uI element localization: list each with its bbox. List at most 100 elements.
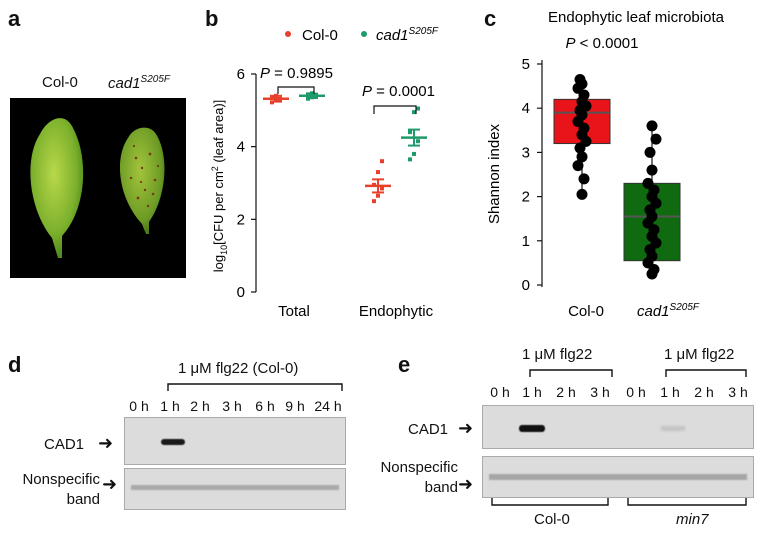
b-ylabel-sub: 10: [219, 245, 229, 255]
c-data-point: [650, 133, 662, 145]
c-data-point: [576, 151, 588, 163]
c-data-point: [646, 120, 658, 132]
b-x-labels: Total Endophytic: [278, 303, 433, 320]
c-data-point: [576, 188, 588, 200]
b-x-label: Total: [278, 303, 310, 320]
c-y-tick-label: 0: [522, 277, 530, 294]
b-bracket-endophytic: [373, 105, 417, 114]
c-y-tick-label: 4: [522, 100, 530, 117]
c-data-point: [574, 73, 586, 85]
b-data-point: [408, 157, 412, 162]
panel-d-letter: d: [8, 352, 22, 377]
c-y-tick-label: 1: [522, 233, 530, 250]
e-nonspecific-arrow: ➜: [458, 474, 474, 494]
e-nonspecific-band: [489, 474, 747, 480]
c-title: Endophytic leaf microbiota: [548, 9, 725, 26]
b-p-endophytic: P = 0.0001: [362, 83, 435, 100]
b-ylabel-post: (leaf area)]: [211, 100, 226, 166]
c-y-axis-label: Shannon index: [486, 123, 503, 224]
c-data-point: [642, 177, 654, 189]
d-lane-label: 6 h: [255, 398, 275, 414]
e-lane-label: 1 h: [660, 384, 680, 400]
d-nonspecific-blot: [124, 468, 346, 510]
b-p-endophytic-rest: = 0.0001: [372, 83, 435, 100]
c-data-point: [644, 146, 656, 158]
b-data-point: [376, 170, 380, 175]
b-data-point: [380, 159, 384, 164]
d-cad1-blot: [124, 417, 346, 465]
col0-leaf: [30, 118, 84, 258]
e-nonspecific-label: Nonspecific band: [380, 459, 458, 496]
panel-e-letter: e: [398, 352, 411, 377]
d-lane-label: 2 h: [190, 398, 210, 414]
c-data-point: [578, 173, 590, 185]
b-ylabel-pre: log: [211, 255, 226, 272]
c-y-tick-label: 2: [522, 189, 530, 206]
e-lane-label: 3 h: [728, 384, 748, 400]
c-data-point: [572, 160, 584, 172]
d-cad1-arrow: ➜: [98, 433, 114, 453]
d-nonspecific-arrow: ➜: [102, 474, 118, 494]
b-p-total-rest: = 0.9895: [270, 65, 333, 82]
c-x-label-mutant: cad1S205F: [637, 302, 700, 320]
b-data-point: [412, 110, 416, 115]
e-lane-label: 2 h: [556, 384, 576, 400]
legend-mutant-marker: [361, 31, 367, 37]
c-y-tick-label: 3: [522, 144, 530, 161]
mutant-allele: S205F: [140, 74, 170, 85]
mutant-name: cad1: [108, 75, 141, 92]
c-y-ticks: 0 1 2 3 4 5: [522, 56, 542, 294]
b-y-tick-label: 2: [237, 211, 245, 228]
leaf-photo-drawing: [30, 118, 165, 258]
b-data-points: [263, 91, 427, 204]
b-y-tick-label: 0: [237, 284, 245, 301]
panel-c-letter: c: [484, 6, 497, 31]
e-lane-label: 1 h: [522, 384, 542, 400]
e-treatment-brackets: [529, 369, 747, 377]
b-data-point: [380, 186, 384, 191]
d-treatment-bracket: [167, 383, 343, 391]
panel-a-col0-label: Col-0: [42, 74, 78, 91]
panel-b-letter: b: [205, 6, 219, 31]
e-group-col0: Col-0: [534, 511, 570, 528]
c-p-value-rest: < 0.0001: [576, 35, 639, 52]
panel-c-chart: Endophytic leaf microbiota P < 0.0001 0 1…: [486, 9, 725, 320]
e-cad1-arrow: ➜: [458, 418, 474, 438]
legend-mutant-label: cad1S205F: [376, 26, 439, 44]
b-ylabel-mid: [CFU per cm: [211, 171, 226, 245]
d-lane-label: 1 h: [160, 398, 180, 414]
d-lane-label: 24 h: [314, 398, 342, 414]
b-data-point: [376, 193, 380, 198]
c-p-value: P < 0.0001: [566, 35, 639, 52]
b-y-tick-label: 6: [237, 66, 245, 83]
e-group-min7: min7: [676, 511, 709, 528]
legend-col0-marker: [285, 31, 291, 37]
b-ylabel-sup: 2: [210, 166, 220, 171]
e-cad1-band-col0: [519, 425, 545, 432]
b-p-total: P = 0.9895: [260, 65, 333, 82]
b-y-tick-label: 4: [237, 139, 245, 156]
e-lane-label: 0 h: [626, 384, 646, 400]
c-x-label-col0: Col-0: [568, 303, 604, 320]
e-group-brackets: [491, 498, 747, 506]
e-treatment-2: 1 μM flg22: [664, 346, 735, 363]
e-cad1-label: CAD1: [408, 421, 449, 438]
b-x-label: Endophytic: [359, 303, 434, 320]
d-nonspecific-band: [131, 485, 339, 490]
panel-a-mutant-label: cad1S205F: [108, 74, 170, 92]
c-x-mutant-allele: S205F: [670, 302, 700, 313]
d-lane-label: 9 h: [285, 398, 305, 414]
d-lane-label: 3 h: [222, 398, 242, 414]
e-lane-label: 0 h: [490, 384, 510, 400]
b-data-point: [412, 151, 416, 156]
b-data-point: [416, 139, 420, 144]
e-cad1-band-min7: [661, 426, 685, 431]
b-data-point: [416, 106, 420, 111]
c-x-mutant-name: cad1: [637, 303, 670, 320]
e-lane-label: 3 h: [590, 384, 610, 400]
b-data-point: [372, 199, 376, 204]
c-data-point: [646, 164, 658, 176]
b-y-ticks: 0 2 4 6: [237, 66, 256, 301]
e-nonspecific-blot: [482, 456, 754, 498]
